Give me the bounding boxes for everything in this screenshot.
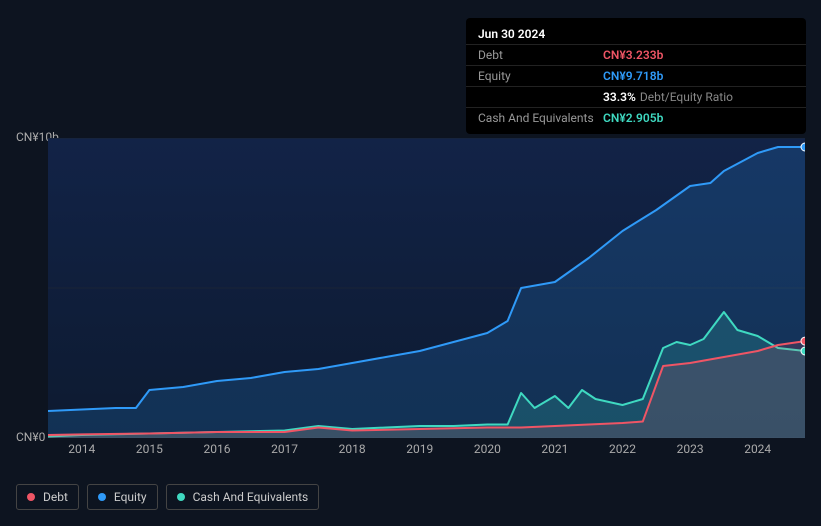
tooltip-label (478, 90, 603, 104)
chart-container: CN¥10bCN¥0 20142015201620172018201920202… (16, 120, 805, 460)
legend-label: Cash And Equivalents (193, 490, 309, 504)
y-axis-label: CN¥0 (16, 430, 45, 444)
marker-Equity (801, 143, 805, 151)
legend-dot-icon (27, 493, 35, 501)
legend-item-cash-and-equivalents[interactable]: Cash And Equivalents (166, 484, 320, 510)
x-axis-tick: 2024 (744, 442, 771, 456)
x-axis-tick: 2014 (68, 442, 95, 456)
x-axis-tick: 2021 (541, 442, 568, 456)
x-axis-tick: 2023 (677, 442, 704, 456)
chart-tooltip: Jun 30 2024DebtCN¥3.233bEquityCN¥9.718b3… (466, 18, 806, 134)
tooltip-date-text: Jun 30 2024 (478, 27, 545, 41)
tooltip-value: 33.3% (603, 90, 636, 104)
tooltip-date: Jun 30 2024 (466, 24, 806, 45)
legend: Debt Equity Cash And Equivalents (16, 484, 319, 510)
tooltip-row: DebtCN¥3.233b (466, 45, 806, 66)
marker-Debt (801, 337, 805, 345)
x-axis-tick: 2018 (339, 442, 366, 456)
x-axis-tick: 2015 (136, 442, 163, 456)
chart-plot (48, 138, 805, 438)
marker-Cash And Equivalents (801, 347, 805, 355)
x-axis: 2014 2015 2016 2017 2018 2019 2020 2021 2022 2023… (48, 442, 805, 462)
tooltip-extra: Debt/Equity Ratio (640, 90, 733, 104)
legend-label: Debt (43, 490, 68, 504)
tooltip-value: CN¥3.233b (603, 48, 663, 62)
x-axis-tick: 2020 (474, 442, 501, 456)
x-axis-tick: 2019 (406, 442, 433, 456)
x-axis-tick: 2017 (271, 442, 298, 456)
legend-dot-icon (177, 493, 185, 501)
tooltip-label: Equity (478, 69, 603, 83)
x-axis-tick: 2022 (609, 442, 636, 456)
x-axis-tick: 2016 (203, 442, 230, 456)
tooltip-row: 33.3% Debt/Equity Ratio (466, 87, 806, 108)
legend-dot-icon (98, 493, 106, 501)
legend-item-equity[interactable]: Equity (87, 484, 158, 510)
tooltip-label: Debt (478, 48, 603, 62)
tooltip-value: CN¥9.718b (603, 69, 663, 83)
legend-item-debt[interactable]: Debt (16, 484, 79, 510)
legend-label: Equity (114, 490, 147, 504)
tooltip-row: EquityCN¥9.718b (466, 66, 806, 87)
